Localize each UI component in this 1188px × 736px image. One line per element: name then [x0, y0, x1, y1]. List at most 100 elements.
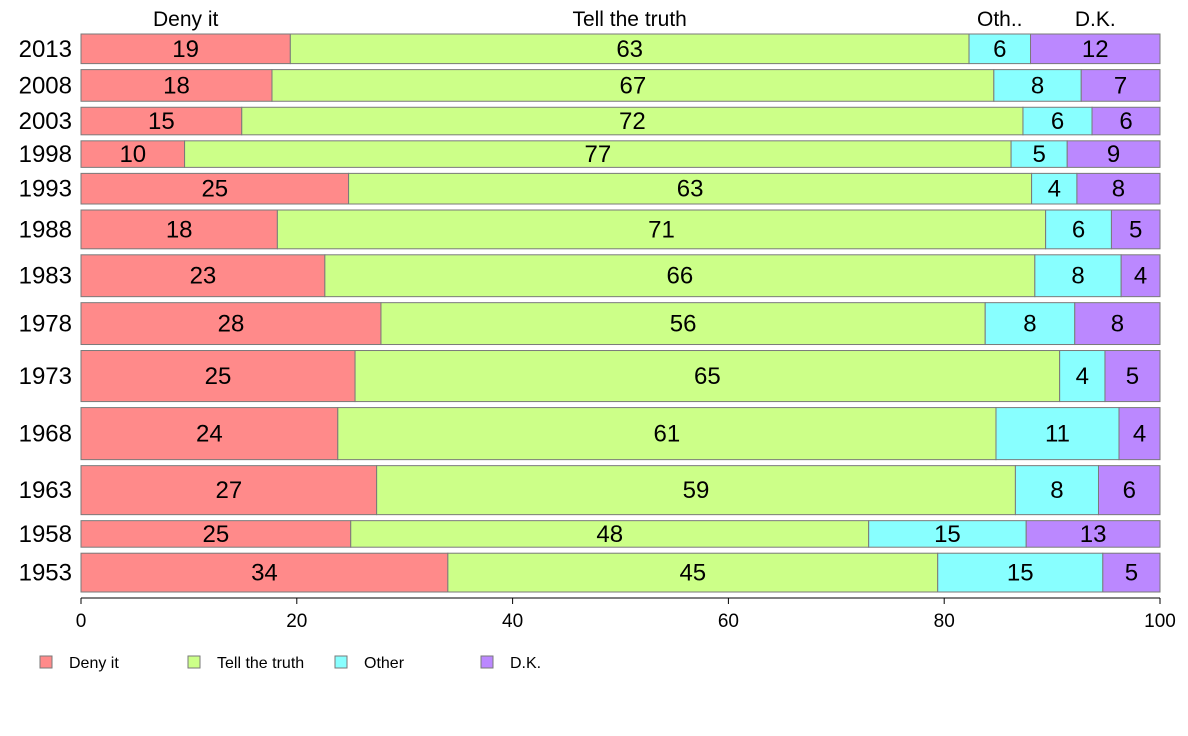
data-label-1958-other: 15	[934, 521, 961, 548]
data-label-1983-other: 8	[1071, 263, 1084, 290]
legend-swatch-deny-it	[39, 655, 53, 669]
year-label-2003: 2003	[19, 108, 72, 135]
bar-1968-deny-it	[80, 407, 339, 461]
data-label-2013-d-k-: 12	[1082, 36, 1109, 63]
data-label-1993-deny-it: 25	[201, 176, 228, 203]
bar-1988-deny-it	[80, 209, 278, 250]
data-label-1988-deny-it: 18	[166, 216, 193, 243]
bar-1953-other	[937, 552, 1104, 593]
bar-1983-deny-it	[80, 254, 326, 298]
bar-2013-d-k-	[1030, 33, 1161, 65]
data-label-1973-other: 4	[1076, 363, 1089, 390]
year-label-1983: 1983	[19, 263, 72, 290]
bar-2003-tell-the-truth	[241, 106, 1024, 136]
data-label-1963-d-k-: 6	[1123, 477, 1136, 504]
data-label-2013-other: 6	[993, 36, 1006, 63]
bar-1953-d-k-	[1102, 552, 1161, 593]
data-label-1968-other: 11	[1045, 421, 1070, 448]
column-header-tell-the-truth: Tell the truth	[572, 8, 686, 31]
data-label-1978-other: 8	[1023, 311, 1036, 338]
column-header-d-k-: D.K.	[1075, 8, 1116, 31]
data-label-1963-other: 8	[1050, 477, 1063, 504]
bar-1963-d-k-	[1097, 465, 1161, 516]
data-label-1953-d-k-: 5	[1125, 560, 1138, 587]
bar-1968-other	[995, 407, 1120, 461]
bar-1963-deny-it	[80, 465, 378, 516]
data-label-2008-deny-it: 18	[163, 72, 190, 99]
data-label-2003-other: 6	[1051, 108, 1064, 135]
data-label-1958-deny-it: 25	[203, 521, 230, 548]
data-label-1983-d-k-: 4	[1134, 263, 1147, 290]
bar-1978-deny-it	[80, 302, 382, 346]
year-label-1998: 1998	[19, 141, 72, 168]
bar-1968-d-k-	[1118, 407, 1161, 461]
bar-2008-other	[993, 69, 1082, 102]
bar-1998-deny-it	[80, 140, 186, 168]
data-label-2003-d-k-: 6	[1119, 108, 1132, 135]
year-label-2008: 2008	[19, 72, 72, 99]
bar-2013-other	[968, 33, 1032, 65]
x-tick-label-60: 60	[718, 611, 739, 632]
data-label-1963-deny-it: 27	[215, 477, 242, 504]
year-label-1968: 1968	[19, 421, 72, 448]
data-label-1993-tell-the-truth: 63	[677, 176, 704, 203]
year-label-1988: 1988	[19, 216, 72, 243]
data-label-1953-other: 15	[1007, 560, 1034, 587]
bar-1963-other	[1014, 465, 1099, 516]
bar-1958-other	[868, 520, 1027, 548]
x-tick-label-80: 80	[934, 611, 955, 632]
legend-swatch-d-k-	[480, 655, 494, 669]
bar-1973-other	[1059, 350, 1106, 403]
bar-2003-d-k-	[1091, 106, 1161, 136]
legend-label-deny-it: Deny it	[69, 655, 119, 672]
bar-1993-d-k-	[1076, 172, 1161, 205]
legend-swatch-tell-the-truth	[187, 655, 201, 669]
data-label-1983-deny-it: 23	[190, 263, 217, 290]
bar-1963-tell-the-truth	[376, 465, 1016, 516]
data-label-1973-tell-the-truth: 65	[694, 363, 721, 390]
legend-label-other: Other	[364, 655, 405, 672]
bar-1973-d-k-	[1104, 350, 1161, 403]
data-label-1988-other: 6	[1072, 216, 1085, 243]
bar-1958-deny-it	[80, 520, 352, 548]
data-label-1988-d-k-: 5	[1129, 216, 1142, 243]
bar-1973-tell-the-truth	[354, 350, 1061, 403]
data-label-1998-tell-the-truth: 77	[584, 141, 611, 168]
bar-1998-d-k-	[1066, 140, 1161, 168]
bar-1978-d-k-	[1074, 302, 1161, 346]
data-label-2003-deny-it: 15	[148, 108, 175, 135]
data-label-1968-deny-it: 24	[196, 421, 223, 448]
legend-swatch-other	[334, 655, 348, 669]
year-label-1963: 1963	[19, 477, 72, 504]
data-label-1963-tell-the-truth: 59	[683, 477, 710, 504]
bar-1998-tell-the-truth	[184, 140, 1012, 168]
bar-1968-tell-the-truth	[337, 407, 997, 461]
bar-1988-tell-the-truth	[276, 209, 1047, 250]
bar-1988-d-k-	[1110, 209, 1161, 250]
data-label-2008-d-k-: 7	[1114, 72, 1127, 99]
bar-1978-other	[984, 302, 1076, 346]
year-label-1958: 1958	[19, 521, 72, 548]
year-label-1978: 1978	[19, 311, 72, 338]
data-label-1973-deny-it: 25	[205, 363, 232, 390]
legend-label-d-k-: D.K.	[510, 655, 541, 672]
bar-1958-tell-the-truth	[350, 520, 870, 548]
year-label-1973: 1973	[19, 363, 72, 390]
data-label-2008-tell-the-truth: 67	[620, 72, 647, 99]
bar-2013-deny-it	[80, 33, 291, 65]
data-label-1998-d-k-: 9	[1107, 141, 1120, 168]
bar-2008-d-k-	[1080, 69, 1161, 102]
data-label-2003-tell-the-truth: 72	[619, 108, 646, 135]
bar-1983-other	[1034, 254, 1122, 298]
bar-1988-other	[1045, 209, 1112, 250]
bar-1983-d-k-	[1120, 254, 1161, 298]
data-label-2008-other: 8	[1031, 72, 1044, 99]
bar-1993-other	[1031, 172, 1078, 205]
year-label-1953: 1953	[19, 560, 72, 587]
data-label-1978-deny-it: 28	[218, 311, 245, 338]
legend-label-tell-the-truth: Tell the truth	[217, 655, 304, 672]
bar-1958-d-k-	[1025, 520, 1161, 548]
data-label-1958-d-k-: 13	[1080, 521, 1107, 548]
